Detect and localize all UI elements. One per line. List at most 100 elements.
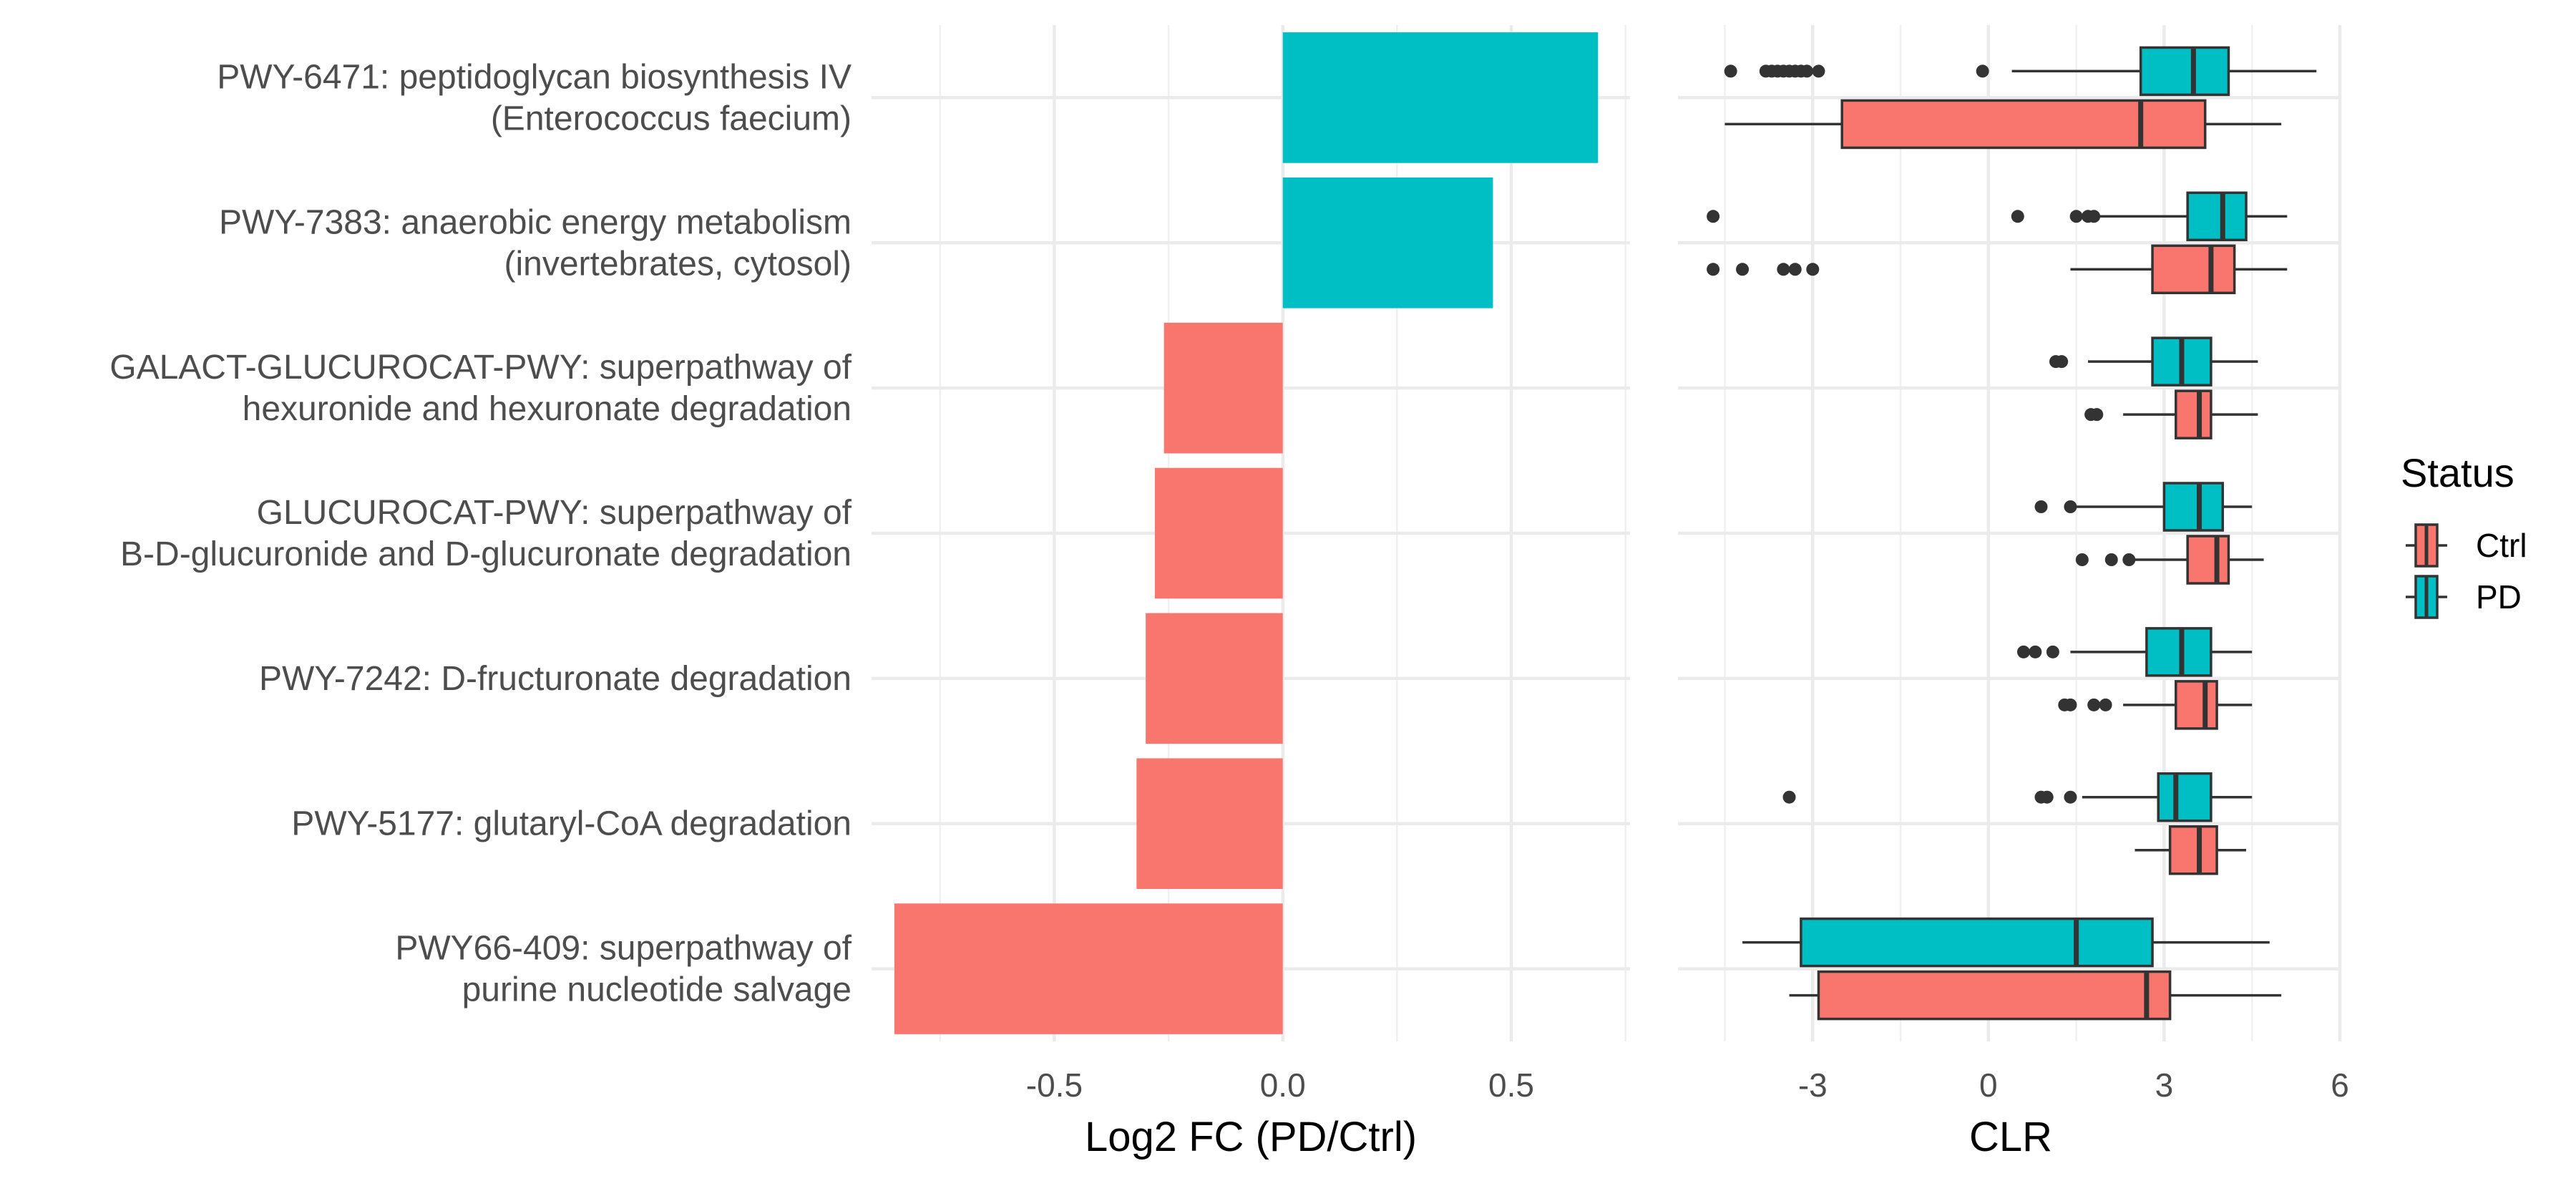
outlier-point <box>1788 263 1802 276</box>
box <box>1817 970 2172 1021</box>
box <box>2151 244 2236 295</box>
outlier-point <box>2069 210 2083 223</box>
outlier-point <box>2064 790 2077 804</box>
box <box>2168 825 2218 875</box>
category-label: PWY66-409: superpathway of <box>395 930 852 968</box>
legend-item-ctrl: Ctrl <box>2406 523 2527 568</box>
outlier-point <box>2090 408 2104 422</box>
category-label: B-D-glucuronide and D-glucuronate degrad… <box>120 535 852 573</box>
outlier-point <box>2046 645 2059 658</box>
outlier-point <box>1736 263 1750 276</box>
box <box>2145 627 2212 677</box>
boxplot-pd <box>1742 917 2270 968</box>
outlier-point <box>2104 553 2118 566</box>
category-label: PWY-6471: peptidoglycan biosynthesis IV <box>217 58 852 96</box>
outlier-point <box>1976 64 1989 78</box>
box-x-tick-labels: -3 0 3 6 <box>1798 1066 2349 1104</box>
outlier-point <box>2087 698 2101 711</box>
outlier-point <box>2011 210 2024 223</box>
boxplot-ctrl <box>2075 535 2264 585</box>
outlier-point <box>1724 64 1737 78</box>
boxplot-ctrl <box>2135 825 2247 875</box>
boxplot-pd <box>1724 46 2317 97</box>
outlier-point <box>2040 790 2054 804</box>
category-label: purine nucleotide salvage <box>462 971 852 1009</box>
bar-panel: PWY-6471: peptidoglycan biosynthesis IV(… <box>109 25 1630 1160</box>
x-tick-label: 6 <box>2331 1066 2349 1104</box>
legend-title: Status <box>2401 450 2514 495</box>
boxplot-ctrl <box>1789 970 2282 1021</box>
bar <box>1282 178 1493 308</box>
bar <box>1282 32 1599 163</box>
box <box>2162 482 2225 532</box>
outlier-point <box>2034 500 2048 513</box>
box <box>1840 99 2207 150</box>
outlier-point <box>2087 210 2101 223</box>
bar <box>894 903 1283 1034</box>
box <box>2175 680 2218 730</box>
category-label: (Enterococcus faecium) <box>491 99 852 137</box>
box <box>2186 535 2230 585</box>
outlier-point <box>2029 645 2042 658</box>
bar-x-tick-labels: -0.5 0.0 0.5 <box>1026 1066 1534 1104</box>
bar-marks <box>894 32 1599 1034</box>
outlier-point <box>1707 263 1720 276</box>
bar-category-labels: PWY-6471: peptidoglycan biosynthesis IV(… <box>109 58 852 1009</box>
box <box>2157 772 2212 822</box>
x-tick-label: 0.0 <box>1260 1066 1306 1104</box>
box <box>2175 389 2212 439</box>
boxplot-pd <box>1707 191 2288 242</box>
outlier-point <box>2016 645 2030 658</box>
bar <box>1146 613 1283 744</box>
x-tick-label: 0.5 <box>1488 1066 1534 1104</box>
outlier-point <box>1707 210 1720 223</box>
boxplot-pd <box>1782 772 2253 822</box>
outlier-point <box>1777 263 1790 276</box>
outlier-point <box>2064 698 2077 711</box>
x-tick-label: -3 <box>1798 1066 1828 1104</box>
outlier-point <box>2055 355 2069 369</box>
x-tick-label: 0 <box>1979 1066 1998 1104</box>
outlier-point <box>2075 553 2089 566</box>
box-x-axis-title: CLR <box>1969 1114 2052 1160</box>
legend-items: Ctrl PD <box>2406 523 2527 619</box>
legend-item-pd: PD <box>2406 575 2522 619</box>
x-tick-label: -0.5 <box>1026 1066 1083 1104</box>
boxplot-ctrl <box>2084 389 2258 439</box>
bar-x-axis-title: Log2 FC (PD/Ctrl) <box>1085 1114 1417 1160</box>
outlier-point <box>2122 553 2136 566</box>
legend: Status Ctrl PD <box>2401 450 2527 619</box>
box-marks <box>1707 46 2317 1021</box>
category-label: PWY-7383: anaerobic energy metabolism <box>219 203 852 241</box>
boxplot-pd <box>2016 627 2253 677</box>
outlier-point <box>2099 698 2112 711</box>
category-label: PWY-5177: glutaryl-CoA degradation <box>291 805 852 843</box>
box-panel: -3 0 3 6 CLR <box>1678 25 2349 1160</box>
legend-label: PD <box>2476 578 2522 616</box>
legend-label: Ctrl <box>2476 527 2527 564</box>
box <box>2186 191 2248 242</box>
boxplot-ctrl <box>2058 680 2253 730</box>
outlier-point <box>1806 263 1820 276</box>
boxplot-ctrl <box>1724 99 2282 150</box>
outlier-point <box>1800 64 1814 78</box>
box <box>1800 917 2154 968</box>
box <box>2139 46 2230 97</box>
outlier-point <box>1782 790 1796 804</box>
bar <box>1154 467 1283 599</box>
outlier-point <box>1812 64 1825 78</box>
category-label: GALACT-GLUCUROCAT-PWY: superpathway of <box>109 349 852 387</box>
bar <box>1163 322 1283 454</box>
boxplot-pd <box>2049 336 2258 387</box>
category-label: (invertebrates, cytosol) <box>504 245 852 283</box>
category-label: GLUCUROCAT-PWY: superpathway of <box>257 494 852 532</box>
x-tick-label: 3 <box>2155 1066 2174 1104</box>
category-label: PWY-7242: D-fructuronate degradation <box>259 660 852 698</box>
category-label: hexuronide and hexuronate degradation <box>243 390 852 428</box>
boxplot-pd <box>2034 482 2253 532</box>
box-gridlines <box>1678 25 2342 1041</box>
boxplot-ctrl <box>1707 244 2288 295</box>
bar <box>1136 758 1283 889</box>
outlier-point <box>2064 500 2077 513</box>
